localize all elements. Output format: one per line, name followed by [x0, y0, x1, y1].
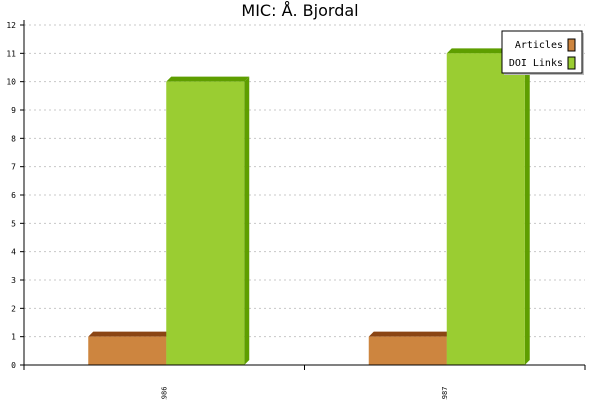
y-tick-label: 12 [6, 21, 16, 30]
y-tick-label: 11 [6, 49, 16, 58]
bar-front [446, 53, 525, 365]
bar-top [88, 331, 172, 337]
y-tick-label: 4 [11, 248, 16, 257]
legend-label: DOI Links [509, 58, 563, 69]
x-tick-label: 1986 [160, 387, 168, 400]
bar-articles-1987 [368, 331, 452, 365]
y-tick-label: 2 [11, 304, 16, 313]
bar-front [368, 336, 447, 365]
bar-doi-links-1986 [166, 76, 250, 366]
y-tick-label: 7 [11, 163, 16, 172]
bar-top [166, 76, 250, 82]
bar-doi-links-1987 [446, 48, 530, 365]
bar-side [524, 48, 530, 365]
chart-title: MIC: Å. Bjordal [241, 1, 359, 20]
legend-label: Articles [515, 40, 563, 51]
y-tick-label: 10 [6, 78, 16, 87]
legend-swatch [567, 56, 576, 70]
y-tick-label: 1 [11, 333, 16, 342]
bar-articles-1986 [88, 331, 172, 365]
y-tick-label: 0 [11, 361, 16, 370]
legend: Articles DOI Links [501, 30, 584, 75]
bar-top [368, 331, 452, 337]
y-tick-label: 6 [11, 191, 16, 200]
x-tick-label: 1987 [441, 387, 449, 400]
bar-front [166, 81, 245, 366]
bar-front [88, 336, 167, 365]
bars [88, 48, 530, 366]
y-tick-label: 8 [11, 134, 16, 143]
grid [24, 24, 585, 338]
bar-side [244, 76, 250, 366]
y-tick-label: 9 [11, 106, 16, 115]
legend-swatch [567, 38, 576, 52]
y-tick-label: 5 [11, 219, 16, 228]
y-tick-label: 3 [11, 276, 16, 285]
